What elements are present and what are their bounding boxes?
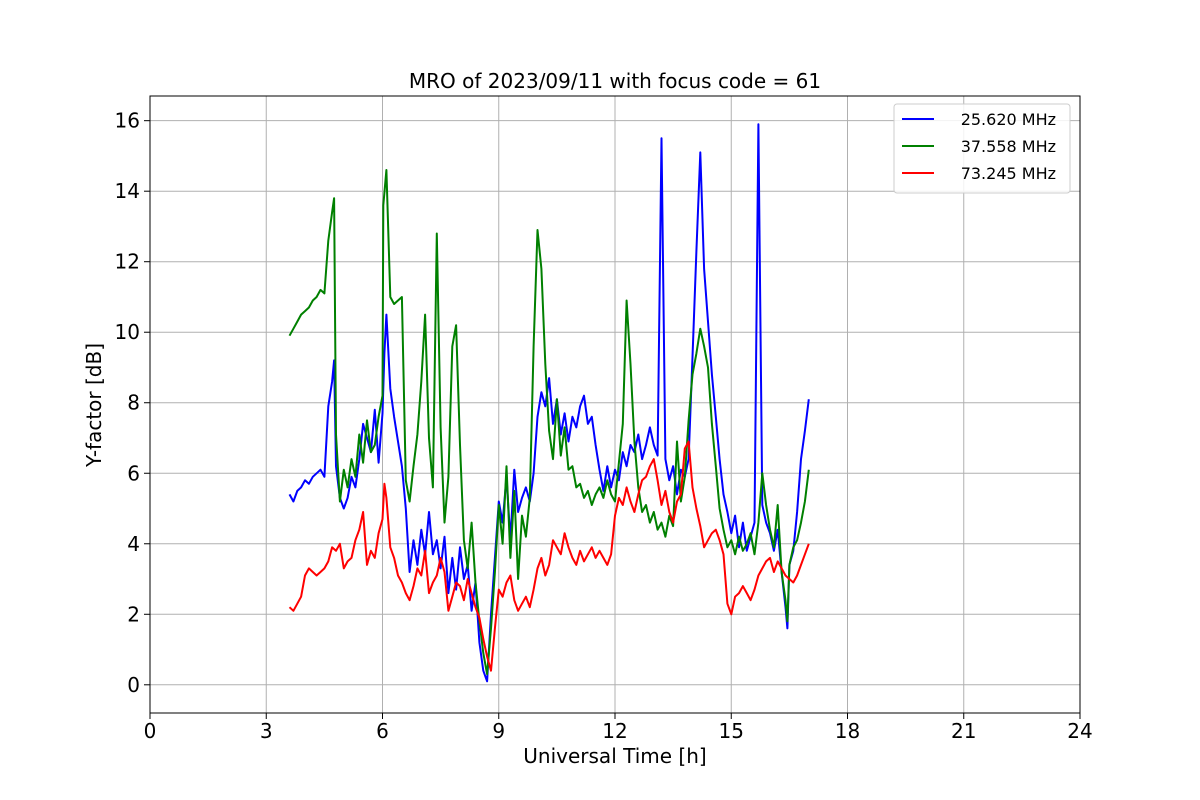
series-line-3 <box>288 440 810 672</box>
x-tick-label: 24 <box>1067 719 1092 743</box>
y-tick-label: 12 <box>115 250 140 274</box>
y-tick-label: 2 <box>127 602 140 626</box>
x-tick-label: 9 <box>492 719 505 743</box>
legend-label: 25.620 MHz <box>961 110 1056 129</box>
y-tick-label: 10 <box>115 320 140 344</box>
legend: 25.620 MHz 37.558 MHz 73.245 MHz <box>893 103 1071 194</box>
y-tick-label: 16 <box>115 109 140 133</box>
x-axis-label: Universal Time [h] <box>523 744 706 768</box>
legend-label: 73.245 MHz <box>961 164 1056 183</box>
legend-label: 37.558 MHz <box>961 137 1056 156</box>
x-tick-label: 12 <box>602 719 627 743</box>
x-tick-label: 15 <box>719 719 744 743</box>
x-tick-label: 6 <box>376 719 389 743</box>
y-tick-label: 6 <box>127 461 140 485</box>
y-tick-label: 14 <box>115 179 140 203</box>
y-tick-label: 4 <box>127 532 140 556</box>
chart-title: MRO of 2023/09/11 with focus code = 61 <box>409 69 821 93</box>
x-tick-label: 21 <box>951 719 976 743</box>
y-axis-label: Y-factor [dB] <box>82 343 106 468</box>
x-tick-label: 0 <box>144 719 157 743</box>
series-layer <box>288 123 810 683</box>
x-tick-label: 3 <box>260 719 273 743</box>
y-tick-label: 8 <box>127 391 140 415</box>
y-tick-label: 0 <box>127 673 140 697</box>
x-tick-label: 18 <box>835 719 860 743</box>
series-line-2 <box>288 169 810 676</box>
legend-box <box>893 103 1071 194</box>
